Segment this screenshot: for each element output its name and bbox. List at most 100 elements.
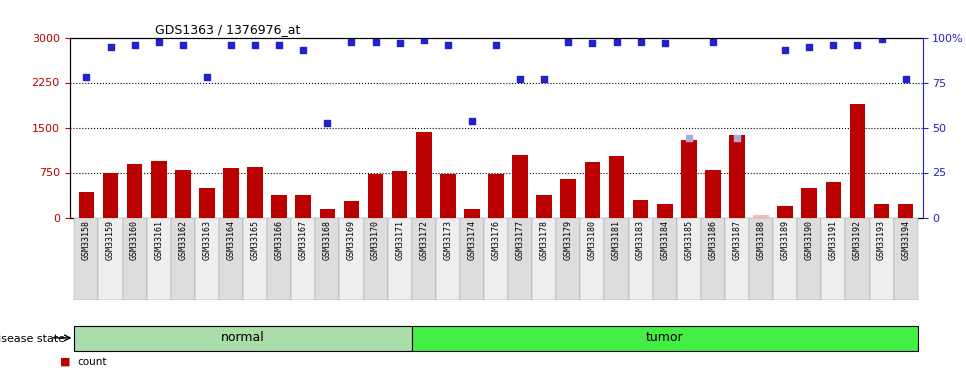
- Bar: [749, 217, 773, 300]
- Bar: [797, 217, 821, 300]
- Text: GSM33171: GSM33171: [395, 220, 404, 260]
- Bar: [243, 217, 268, 300]
- Text: GSM33181: GSM33181: [612, 220, 621, 260]
- Bar: [826, 182, 841, 218]
- Text: GSM33183: GSM33183: [637, 220, 645, 260]
- Point: [560, 39, 576, 45]
- Point: [416, 37, 432, 43]
- Bar: [484, 217, 508, 300]
- Bar: [850, 104, 866, 218]
- Point: [368, 39, 384, 45]
- Bar: [705, 170, 721, 217]
- Bar: [271, 195, 287, 217]
- Bar: [199, 188, 214, 218]
- Text: GSM33168: GSM33168: [323, 220, 332, 260]
- Bar: [802, 188, 817, 218]
- Bar: [633, 200, 648, 217]
- Text: GSM33180: GSM33180: [588, 220, 597, 260]
- Point: [681, 135, 696, 141]
- Bar: [556, 217, 581, 300]
- Bar: [392, 171, 408, 217]
- Bar: [897, 204, 914, 218]
- Bar: [657, 204, 672, 218]
- Bar: [729, 135, 745, 218]
- Bar: [99, 217, 123, 300]
- Bar: [488, 174, 504, 217]
- Text: GSM33189: GSM33189: [781, 220, 789, 260]
- Bar: [681, 140, 696, 218]
- Point: [151, 39, 166, 45]
- Bar: [512, 154, 528, 218]
- Bar: [701, 217, 724, 300]
- Bar: [416, 132, 432, 218]
- Bar: [78, 192, 95, 217]
- Point: [392, 40, 408, 46]
- Bar: [609, 156, 624, 218]
- Point: [127, 42, 142, 48]
- Bar: [605, 217, 629, 300]
- Bar: [368, 174, 384, 217]
- Point: [584, 40, 600, 46]
- Point: [729, 135, 745, 141]
- Point: [874, 36, 890, 42]
- Text: GSM33158: GSM33158: [82, 220, 91, 260]
- Point: [344, 39, 359, 45]
- Point: [247, 42, 263, 48]
- Bar: [821, 217, 845, 300]
- Text: GSM33176: GSM33176: [492, 220, 500, 260]
- Bar: [560, 178, 576, 218]
- Bar: [127, 164, 142, 218]
- Point: [320, 120, 335, 126]
- Bar: [460, 217, 484, 300]
- Point: [271, 42, 287, 48]
- Bar: [147, 217, 171, 300]
- Point: [102, 44, 118, 50]
- Text: GSM33178: GSM33178: [540, 220, 549, 260]
- Text: GSM33177: GSM33177: [516, 220, 525, 260]
- Bar: [175, 170, 190, 217]
- Point: [609, 39, 624, 45]
- Bar: [873, 204, 890, 218]
- Bar: [653, 217, 677, 300]
- Text: GSM33179: GSM33179: [564, 220, 573, 260]
- Bar: [464, 209, 480, 218]
- Text: GSM33194: GSM33194: [901, 220, 910, 260]
- Bar: [677, 217, 701, 300]
- Bar: [247, 166, 263, 218]
- Bar: [296, 195, 311, 217]
- Text: GSM33167: GSM33167: [298, 220, 308, 260]
- Text: GSM33169: GSM33169: [347, 220, 355, 260]
- Bar: [724, 217, 749, 300]
- Point: [440, 42, 456, 48]
- Text: GSM33166: GSM33166: [274, 220, 284, 260]
- Bar: [74, 217, 99, 300]
- Bar: [344, 201, 359, 217]
- Text: GSM33161: GSM33161: [155, 220, 163, 260]
- Bar: [268, 217, 291, 300]
- Text: GSM33192: GSM33192: [853, 220, 862, 260]
- Bar: [753, 214, 769, 217]
- Bar: [123, 217, 147, 300]
- Text: GSM33187: GSM33187: [732, 220, 742, 260]
- Text: GSM33174: GSM33174: [468, 220, 476, 260]
- Bar: [195, 217, 219, 300]
- Point: [78, 74, 94, 80]
- Point: [705, 39, 721, 45]
- Text: GSM33164: GSM33164: [226, 220, 236, 260]
- Point: [465, 118, 480, 124]
- Point: [296, 46, 311, 53]
- Point: [223, 42, 239, 48]
- Text: GSM33184: GSM33184: [660, 220, 669, 260]
- Bar: [339, 217, 363, 300]
- Bar: [102, 172, 119, 217]
- Bar: [894, 217, 918, 300]
- Bar: [778, 206, 793, 218]
- Text: GSM33160: GSM33160: [130, 220, 139, 260]
- Bar: [315, 217, 339, 300]
- Text: GSM33159: GSM33159: [106, 220, 115, 260]
- Text: GSM33172: GSM33172: [419, 220, 428, 260]
- Point: [536, 76, 552, 82]
- Point: [826, 42, 841, 48]
- Bar: [387, 217, 412, 300]
- Bar: [869, 217, 894, 300]
